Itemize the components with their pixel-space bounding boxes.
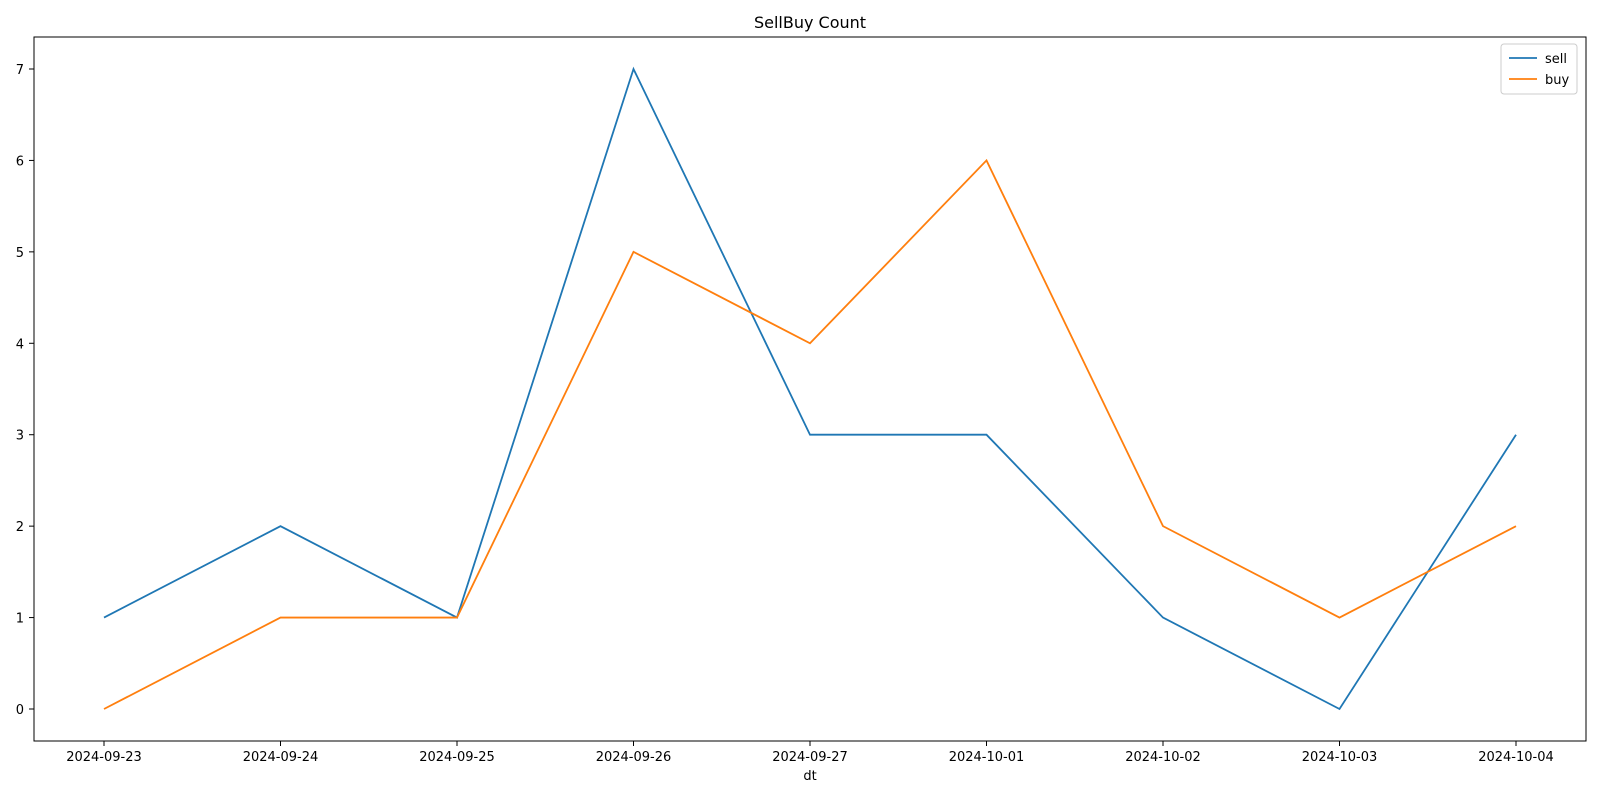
y-tick-label: 3 xyxy=(16,429,24,444)
x-tick-label: 2024-10-03 xyxy=(1302,750,1378,765)
series-line-sell xyxy=(103,66,1517,711)
x-tick-label: 2024-09-26 xyxy=(596,750,672,765)
x-axis-label: dt xyxy=(803,769,816,784)
y-tick-label: 5 xyxy=(16,246,24,261)
plot-area: 2024-09-23 2024-09-24 2024-09-25 2024-09-26… xyxy=(16,63,1554,765)
chart-title: SellBuy Count xyxy=(754,13,866,32)
series-line-buy xyxy=(103,158,1517,710)
legend-label-sell: sell xyxy=(1545,52,1567,67)
y-tick-label: 0 xyxy=(16,703,24,718)
y-tick-label: 1 xyxy=(16,612,24,627)
y-tick-label: 6 xyxy=(16,154,24,169)
x-tick-label: 2024-10-02 xyxy=(1125,750,1201,765)
x-tick-label: 2024-09-25 xyxy=(419,750,495,765)
x-tick-label: 2024-09-27 xyxy=(772,750,848,765)
x-tick-label: 2024-09-23 xyxy=(66,750,142,765)
legend-label-buy: buy xyxy=(1545,73,1569,88)
legend-box xyxy=(1500,43,1578,95)
y-tick-label: 2 xyxy=(16,520,24,535)
legend: sell buy xyxy=(1500,43,1578,95)
x-tick-label: 2024-09-24 xyxy=(243,750,319,765)
x-tick-label: 2024-10-04 xyxy=(1478,750,1554,765)
axes-frame xyxy=(33,36,1587,742)
x-tick-label: 2024-10-01 xyxy=(949,750,1025,765)
y-tick-label: 4 xyxy=(16,337,24,352)
y-tick-label: 7 xyxy=(16,63,24,78)
